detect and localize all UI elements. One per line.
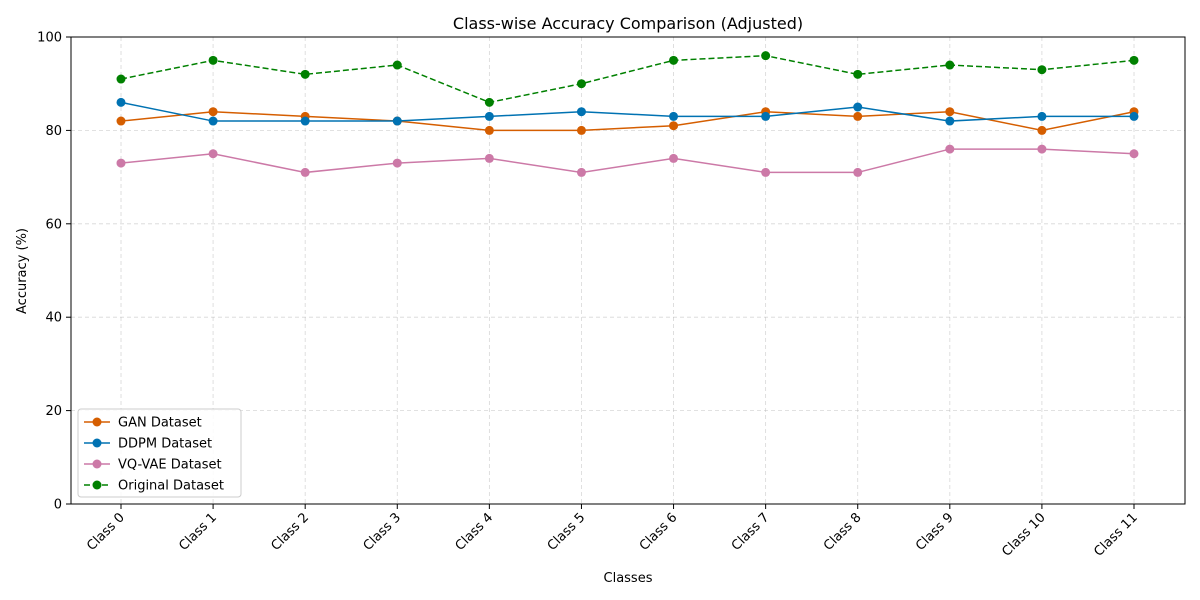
data-point: [853, 102, 863, 112]
data-point: [300, 167, 310, 177]
x-tick-label: Class 6: [637, 510, 681, 554]
legend-marker: [92, 417, 102, 427]
data-point: [669, 153, 679, 163]
series-layer: [116, 51, 1139, 177]
series-line: [120, 54, 1135, 104]
data-point: [1129, 111, 1139, 121]
data-point: [576, 125, 586, 135]
y-tick-label: 80: [45, 124, 62, 139]
x-tick-label: Class 4: [453, 510, 497, 554]
legend-box: [77, 408, 242, 498]
legend-label: VQ-VAE Dataset: [118, 458, 222, 473]
x-tick-label: Class 8: [821, 510, 865, 554]
x-tick-label: Class 10: [999, 510, 1048, 559]
data-point: [392, 116, 402, 126]
data-point: [392, 60, 402, 70]
x-tick-label: Class 11: [1091, 510, 1140, 559]
plot-area-frame: [70, 36, 1186, 505]
x-axis-ticks: Class 0 Class 1 Class 2 Class 3 Class 4 Class…: [84, 504, 1141, 560]
y-tick-label: 100: [37, 31, 62, 46]
data-point: [1037, 125, 1047, 135]
series-ddpm-dataset: [116, 97, 1139, 126]
data-point: [1037, 111, 1047, 121]
data-point: [576, 107, 586, 117]
x-tick-label: Class 2: [268, 510, 312, 554]
y-tick-label: 60: [45, 217, 62, 232]
data-point: [116, 74, 126, 84]
data-point: [208, 107, 218, 117]
series-line: [120, 101, 1134, 122]
data-point: [1129, 55, 1139, 65]
y-tick-label: 0: [54, 498, 62, 513]
data-point: [853, 111, 863, 121]
x-tick-label: Class 9: [913, 510, 957, 554]
data-point: [484, 153, 494, 163]
data-point: [761, 167, 771, 177]
data-point: [669, 121, 679, 131]
legend-entry: VQ-VAE Dataset: [84, 458, 222, 473]
series-line: [120, 148, 1135, 174]
x-axis-label: Classes: [604, 571, 653, 586]
x-tick-label: Class 1: [176, 510, 220, 554]
data-point: [853, 167, 863, 177]
data-point: [116, 158, 126, 168]
chart-title: Class-wise Accuracy Comparison (Adjusted…: [453, 14, 803, 33]
data-point: [576, 79, 586, 89]
data-point: [945, 107, 955, 117]
legend-entry: DDPM Dataset: [84, 437, 212, 452]
data-point: [208, 116, 218, 126]
x-tick-label: Class 5: [545, 510, 589, 554]
data-point: [853, 69, 863, 79]
data-point: [208, 149, 218, 159]
legend-label: GAN Dataset: [118, 416, 202, 431]
legend-label: Original Dataset: [118, 479, 224, 494]
series-line: [120, 110, 1135, 132]
data-point: [1129, 149, 1139, 159]
data-point: [300, 69, 310, 79]
legend-entry: GAN Dataset: [84, 416, 202, 431]
data-point: [116, 116, 126, 126]
x-tick-label: Class 7: [729, 510, 773, 554]
data-point: [945, 116, 955, 126]
data-point: [116, 97, 126, 107]
series-vq-vae-dataset: [116, 144, 1139, 177]
legend-marker: [92, 459, 102, 469]
data-point: [761, 111, 771, 121]
y-axis-label: Accuracy (%): [15, 228, 30, 314]
data-point: [484, 111, 494, 121]
data-point: [300, 116, 310, 126]
x-tick-label: Class 3: [361, 510, 405, 554]
legend-label: DDPM Dataset: [118, 437, 212, 452]
data-point: [761, 51, 771, 61]
legend: GAN Dataset DDPM Dataset VQ-VAE Dataset Ori…: [77, 408, 242, 498]
data-point: [392, 158, 402, 168]
data-point: [576, 167, 586, 177]
data-point: [484, 125, 494, 135]
data-point: [208, 55, 218, 65]
data-point: [1037, 65, 1047, 75]
data-point: [484, 97, 494, 107]
series-original-dataset: [116, 51, 1139, 107]
legend-marker: [92, 480, 102, 490]
data-point: [945, 144, 955, 154]
legend-entry: Original Dataset: [84, 479, 224, 494]
y-axis-ticks: 0 20 40 60 80 100: [37, 31, 71, 513]
y-tick-label: 20: [45, 404, 62, 419]
data-point: [669, 55, 679, 65]
data-point: [945, 60, 955, 70]
data-point: [669, 111, 679, 121]
data-point: [1037, 144, 1047, 154]
y-tick-label: 40: [45, 311, 62, 326]
x-tick-label: Class 0: [84, 510, 128, 554]
legend-marker: [92, 438, 102, 448]
